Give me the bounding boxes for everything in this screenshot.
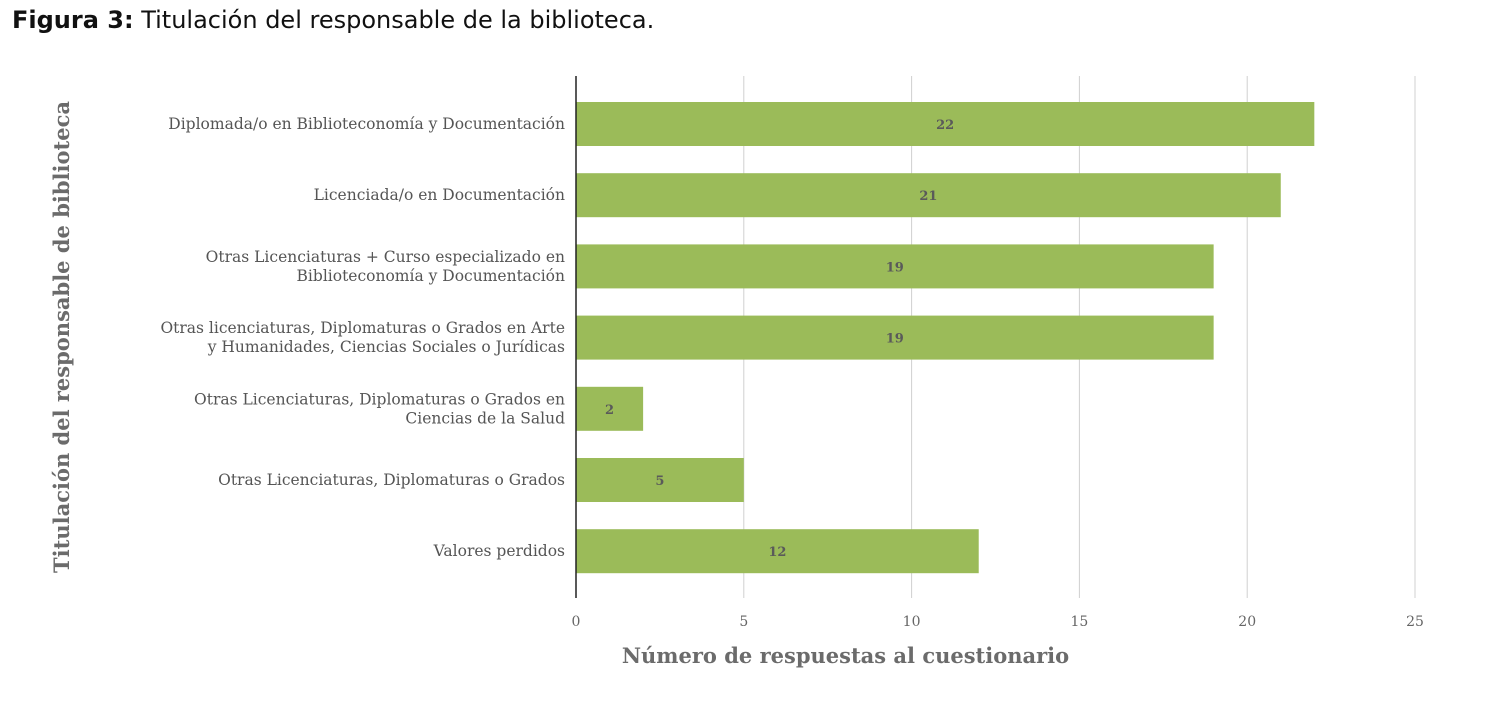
x-tick-label-5: 5 — [739, 614, 748, 630]
bar-0 — [576, 102, 1315, 146]
category-label-6-line-0: Valores perdidos — [433, 542, 565, 560]
category-label-3-line-0: Otras licenciaturas, Diplomaturas o Grad… — [160, 319, 565, 337]
value-label-4: 2 — [605, 403, 614, 418]
category-label-4: Otras Licenciaturas, Diplomaturas o Grad… — [194, 390, 565, 427]
category-label-2-line-1: Biblioteconomía y Documentación — [297, 267, 565, 285]
category-label-1: Licenciada/o en Documentación — [314, 186, 565, 204]
x-tick-label-20: 20 — [1238, 614, 1256, 630]
x-tick-label-25: 25 — [1406, 614, 1424, 630]
x-tick-label-10: 10 — [903, 614, 921, 630]
bar-4 — [576, 386, 644, 431]
category-label-0-line-0: Diplomada/o en Biblioteconomía y Documen… — [168, 115, 565, 133]
category-label-1-line-0: Licenciada/o en Documentación — [314, 186, 565, 204]
x-tick-label-0: 0 — [572, 614, 581, 630]
category-label-4-line-0: Otras Licenciaturas, Diplomaturas o Grad… — [194, 390, 565, 408]
bar-3 — [576, 315, 1214, 360]
bar-5 — [576, 458, 744, 502]
category-label-2-line-0: Otras Licenciaturas + Curso especializad… — [206, 248, 565, 266]
category-label-6: Valores perdidos — [433, 542, 565, 560]
value-label-6: 12 — [768, 545, 786, 560]
y-axis-title: Titulación del responsable de biblioteca — [49, 101, 74, 573]
value-labels: 22 21 19 19 2 5 12 — [605, 118, 954, 560]
value-label-2: 19 — [886, 260, 904, 275]
bar-1 — [576, 173, 1281, 218]
category-label-5: Otras Licenciaturas, Diplomaturas o Grad… — [218, 471, 565, 489]
value-label-1: 21 — [919, 189, 937, 204]
x-tick-labels: 0 5 10 15 20 25 — [572, 614, 1424, 630]
x-tick-label-15: 15 — [1070, 614, 1088, 630]
category-label-2: Otras Licenciaturas + Curso especializad… — [206, 248, 565, 285]
category-label-0: Diplomada/o en Biblioteconomía y Documen… — [168, 115, 565, 133]
figure-caption-text: Titulación del responsable de la bibliot… — [141, 6, 655, 34]
category-label-5-line-0: Otras Licenciaturas, Diplomaturas o Grad… — [218, 471, 565, 489]
value-label-3: 19 — [886, 332, 904, 347]
category-label-3-line-1: y Humanidades, Ciencias Sociales o Juríd… — [207, 338, 565, 356]
bar-6 — [576, 529, 979, 574]
value-label-0: 22 — [936, 118, 954, 133]
value-label-5: 5 — [655, 474, 664, 489]
x-axis-title: Número de respuestas al cuestionario — [622, 643, 1069, 668]
category-labels: Diplomada/o en Biblioteconomía y Documen… — [160, 115, 565, 560]
figure-caption: Figura 3: Titulación del responsable de … — [12, 6, 654, 34]
figure-label: Figura 3: — [12, 6, 134, 34]
category-label-3: Otras licenciaturas, Diplomaturas o Grad… — [160, 319, 565, 356]
bars — [576, 102, 1315, 574]
bar-2 — [576, 244, 1214, 289]
category-label-4-line-1: Ciencias de la Salud — [405, 409, 565, 427]
